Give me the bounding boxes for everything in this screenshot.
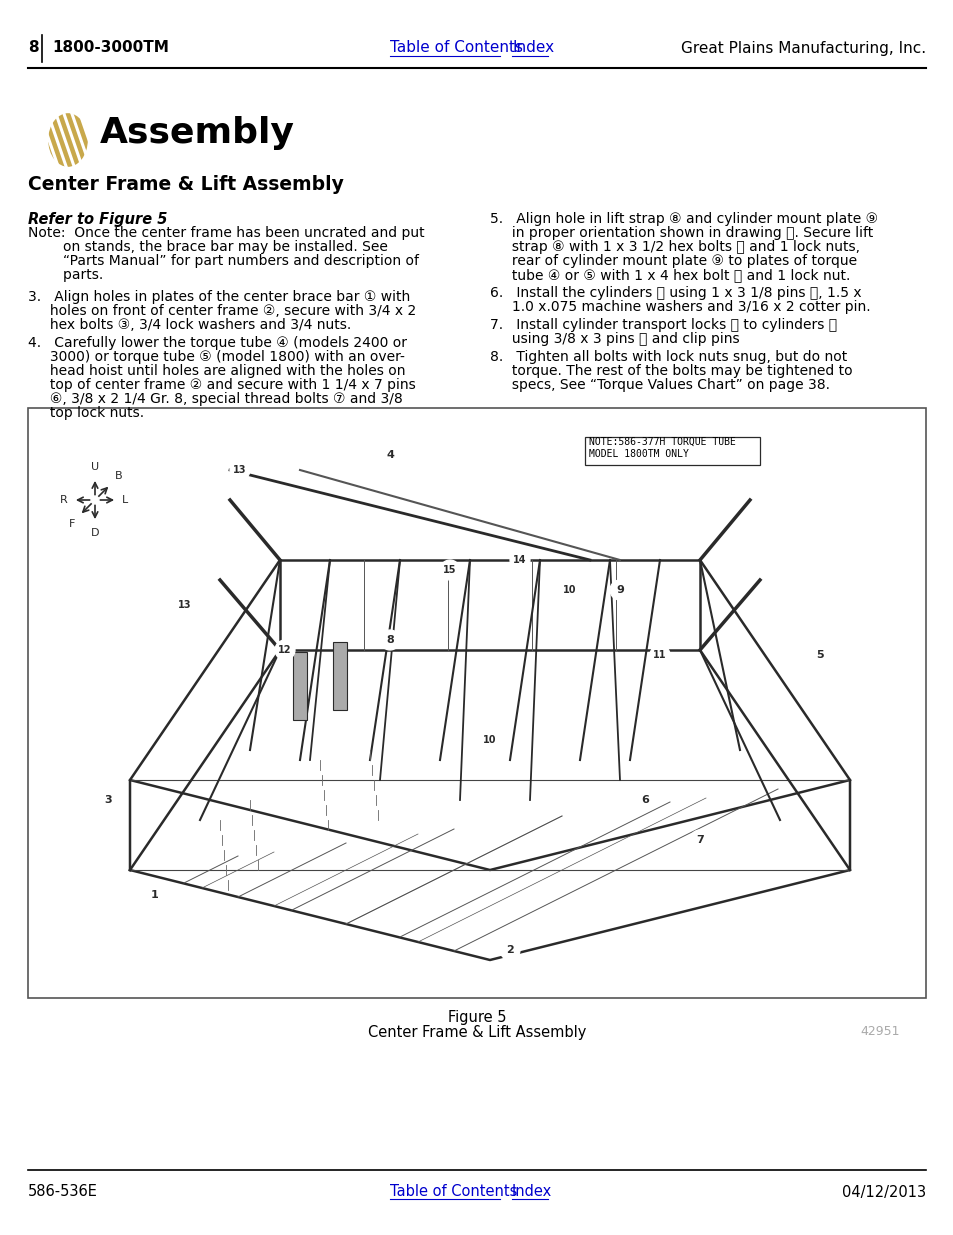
Circle shape (479, 730, 499, 750)
Text: B: B (114, 471, 122, 480)
Text: 42951: 42951 (860, 1025, 899, 1037)
Text: MODEL 1800TM ONLY: MODEL 1800TM ONLY (588, 450, 688, 459)
Text: 15: 15 (443, 564, 456, 576)
Circle shape (91, 496, 99, 504)
Text: 5.   Align hole in lift strap ⑧ and cylinder mount plate ⑨: 5. Align hole in lift strap ⑧ and cylind… (490, 212, 877, 226)
Text: Index: Index (512, 41, 554, 56)
Bar (584, 437, 760, 466)
Ellipse shape (44, 109, 91, 170)
Text: Center Frame & Lift Assembly: Center Frame & Lift Assembly (28, 175, 343, 194)
Text: “Parts Manual” for part numbers and description of: “Parts Manual” for part numbers and desc… (28, 254, 418, 268)
Text: NOTE:586-377H TORQUE TUBE: NOTE:586-377H TORQUE TUBE (588, 437, 735, 447)
Circle shape (635, 790, 655, 810)
Text: 1: 1 (151, 890, 159, 900)
Text: 5: 5 (816, 650, 823, 659)
Circle shape (145, 885, 165, 905)
Bar (293, 652, 307, 720)
Text: on stands, the brace bar may be installed. See: on stands, the brace bar may be installe… (28, 240, 388, 254)
Text: 04/12/2013: 04/12/2013 (841, 1184, 925, 1199)
Text: 7.   Install cylinder transport locks ⑮ to cylinders ⑬: 7. Install cylinder transport locks ⑮ to… (490, 317, 836, 332)
Text: top of center frame ② and secure with 1 1/4 x 7 pins: top of center frame ② and secure with 1 … (28, 378, 416, 391)
Circle shape (689, 830, 709, 850)
Circle shape (174, 595, 194, 615)
Bar (333, 642, 347, 710)
Circle shape (809, 645, 829, 664)
Text: strap ⑧ with 1 x 3 1/2 hex bolts ⑪ and 1 lock nuts,: strap ⑧ with 1 x 3 1/2 hex bolts ⑪ and 1… (490, 240, 859, 254)
Text: Table of Contents: Table of Contents (390, 41, 522, 56)
Text: 1800-3000TM: 1800-3000TM (52, 41, 169, 56)
Text: U: U (91, 462, 99, 472)
Text: 4.   Carefully lower the torque tube ④ (models 2400 or: 4. Carefully lower the torque tube ④ (mo… (28, 336, 407, 350)
Text: Great Plains Manufacturing, Inc.: Great Plains Manufacturing, Inc. (680, 41, 925, 56)
Circle shape (649, 645, 669, 664)
Text: ⑥, 3/8 x 2 1/4 Gr. 8, special thread bolts ⑦ and 3/8: ⑥, 3/8 x 2 1/4 Gr. 8, special thread bol… (28, 391, 402, 406)
Text: 4: 4 (386, 450, 394, 459)
Circle shape (510, 550, 530, 571)
Text: 12: 12 (278, 645, 292, 655)
Text: 586-536E: 586-536E (28, 1184, 98, 1199)
Text: tube ④ or ⑤ with 1 x 4 hex bolt ⑫ and 1 lock nut.: tube ④ or ⑤ with 1 x 4 hex bolt ⑫ and 1 … (490, 268, 849, 282)
Text: head hoist until holes are aligned with the holes on: head hoist until holes are aligned with … (28, 364, 405, 378)
Text: Center Frame & Lift Assembly: Center Frame & Lift Assembly (368, 1025, 585, 1040)
Text: 3.   Align holes in plates of the center brace bar ① with: 3. Align holes in plates of the center b… (28, 290, 410, 304)
Text: 8.   Tighten all bolts with lock nuts snug, but do not: 8. Tighten all bolts with lock nuts snug… (490, 350, 846, 364)
Circle shape (98, 790, 118, 810)
Circle shape (274, 640, 294, 659)
Circle shape (379, 445, 399, 466)
Text: 10: 10 (562, 585, 577, 595)
Text: 13: 13 (233, 466, 247, 475)
Text: 10: 10 (483, 735, 497, 745)
Text: Index: Index (512, 1184, 552, 1199)
Text: 14: 14 (513, 555, 526, 564)
Text: 9: 9 (616, 585, 623, 595)
Bar (28, 408, 925, 998)
Text: top lock nuts.: top lock nuts. (28, 406, 144, 420)
Text: 8: 8 (28, 41, 38, 56)
Text: D: D (91, 529, 99, 538)
Text: 2: 2 (506, 945, 514, 955)
Text: 3000) or torque tube ⑤ (model 1800) with an over-: 3000) or torque tube ⑤ (model 1800) with… (28, 350, 404, 364)
Text: 7: 7 (696, 835, 703, 845)
Text: in proper orientation shown in drawing ⑪. Secure lift: in proper orientation shown in drawing ⑪… (490, 226, 872, 240)
Circle shape (559, 580, 579, 600)
Text: Refer to Figure 5: Refer to Figure 5 (28, 212, 167, 227)
Text: 6.   Install the cylinders ⑬ using 1 x 3 1/8 pins ⑭, 1.5 x: 6. Install the cylinders ⑬ using 1 x 3 1… (490, 287, 861, 300)
Text: L: L (122, 495, 128, 505)
Circle shape (379, 630, 399, 650)
Text: specs, See “Torque Values Chart” on page 38.: specs, See “Torque Values Chart” on page… (490, 378, 829, 391)
Text: holes on front of center frame ②, secure with 3/4 x 2: holes on front of center frame ②, secure… (28, 304, 416, 317)
Circle shape (230, 459, 250, 480)
Text: 6: 6 (640, 795, 648, 805)
Text: 3: 3 (104, 795, 112, 805)
Text: 8: 8 (386, 635, 394, 645)
Text: rear of cylinder mount plate ⑨ to plates of torque: rear of cylinder mount plate ⑨ to plates… (490, 254, 856, 268)
Text: 11: 11 (653, 650, 666, 659)
Text: 1.0 x.075 machine washers and 3/16 x 2 cotter pin.: 1.0 x.075 machine washers and 3/16 x 2 c… (490, 300, 870, 314)
Text: Figure 5: Figure 5 (447, 1010, 506, 1025)
Text: 13: 13 (178, 600, 192, 610)
Circle shape (499, 940, 519, 960)
Text: Note:  Once the center frame has been uncrated and put: Note: Once the center frame has been unc… (28, 226, 424, 240)
Text: F: F (70, 520, 75, 530)
Circle shape (609, 580, 629, 600)
Text: parts.: parts. (28, 268, 103, 282)
Text: using 3/8 x 3 pins ⑯ and clip pins: using 3/8 x 3 pins ⑯ and clip pins (490, 332, 739, 346)
Text: Assembly: Assembly (100, 116, 294, 149)
Circle shape (439, 559, 459, 580)
Text: torque. The rest of the bolts may be tightened to: torque. The rest of the bolts may be tig… (490, 364, 852, 378)
Text: Table of Contents: Table of Contents (390, 1184, 517, 1199)
Text: hex bolts ③, 3/4 lock washers and 3/4 nuts.: hex bolts ③, 3/4 lock washers and 3/4 nu… (28, 317, 351, 332)
Text: R: R (60, 495, 68, 505)
